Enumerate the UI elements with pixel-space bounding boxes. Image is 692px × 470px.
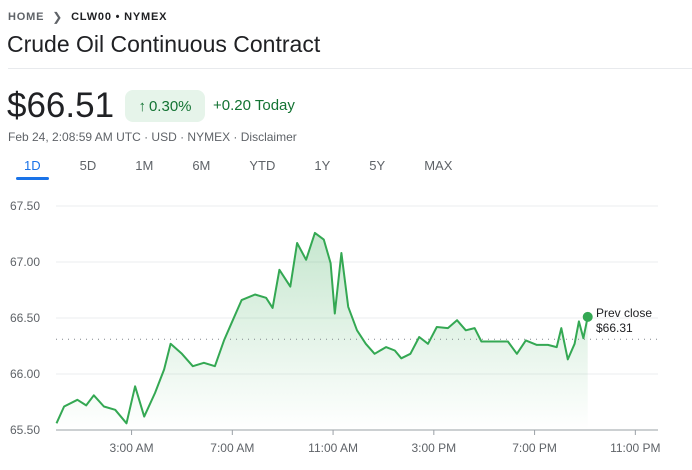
tab-6m[interactable]: 6M: [192, 158, 211, 173]
tab-max[interactable]: MAX: [424, 158, 453, 173]
arrow-up-icon: ↑: [138, 97, 146, 115]
y-tick-label: 66.50: [10, 311, 40, 325]
tab-5y[interactable]: 5Y: [369, 158, 386, 173]
page-title: Crude Oil Continuous Contract: [7, 31, 321, 57]
change-percent-badge: ↑ 0.30%: [125, 90, 205, 122]
y-tick-label: 65.50: [10, 423, 40, 437]
change-today: +0.20 Today: [213, 97, 295, 114]
change-percent: 0.30%: [148, 97, 192, 115]
y-tick-label: 67.50: [10, 199, 40, 213]
tab-5d[interactable]: 5D: [79, 158, 97, 173]
chevron-right-icon: ❯: [52, 10, 64, 24]
tab-1y[interactable]: 1Y: [314, 158, 331, 173]
x-tick-label: 11:00 AM: [308, 441, 358, 455]
range-tabs: 1D 5D 1M 6M YTD 1Y 5Y MAX: [14, 158, 481, 180]
breadcrumb-home-link[interactable]: HOME: [8, 11, 45, 23]
prev-close-label: Prev close: [596, 306, 652, 320]
x-tick-label: 7:00 PM: [512, 441, 557, 455]
divider: [8, 68, 692, 69]
y-tick-label: 67.00: [10, 255, 40, 269]
quote-subline: Feb 24, 2:08:59 AM UTC · USD · NYMEX · D…: [8, 130, 297, 144]
price-area: [56, 232, 588, 430]
current-price: $66.51: [7, 86, 115, 125]
breadcrumb: HOME ❯ CLW00 • NYMEX: [8, 10, 167, 24]
x-tick-label: 3:00 PM: [411, 441, 456, 455]
current-price-dot: [582, 311, 593, 322]
tab-ytd[interactable]: YTD: [249, 158, 276, 173]
y-tick-label: 66.00: [10, 367, 40, 381]
tab-1m[interactable]: 1M: [135, 158, 154, 173]
price-line: [55, 231, 589, 425]
tab-1d[interactable]: 1D: [14, 158, 51, 180]
prev-close-value: $66.31: [596, 321, 633, 335]
x-tick-label: 3:00 AM: [110, 441, 154, 455]
x-tick-label: 7:00 AM: [210, 441, 254, 455]
x-tick-label: 11:00 PM: [610, 441, 660, 455]
breadcrumb-current: CLW00 • NYMEX: [71, 11, 168, 23]
